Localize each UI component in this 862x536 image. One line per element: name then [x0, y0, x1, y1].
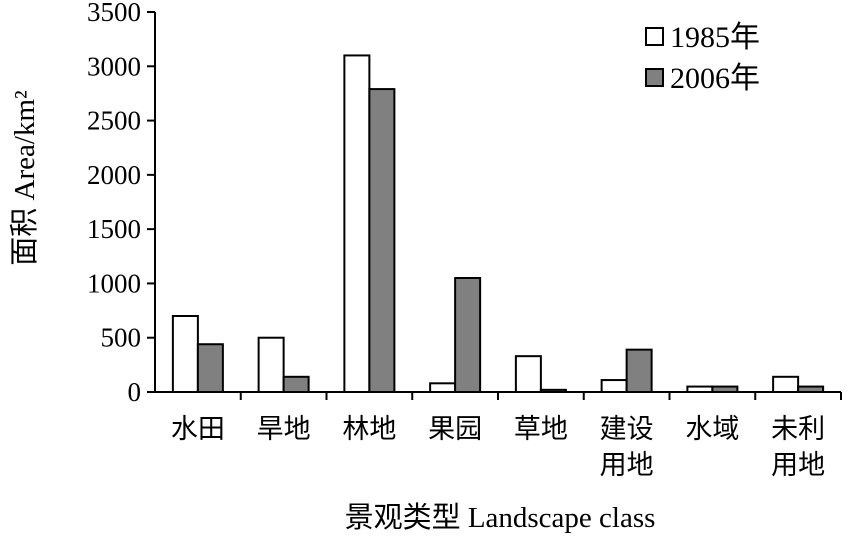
- y-axis: 0 500 1000 1500 2000 2500 3000 3500: [87, 0, 156, 407]
- bar-series1-cat7: [772, 375, 800, 393]
- category-label: 水域: [685, 414, 739, 445]
- category-label: 建设: [600, 414, 654, 445]
- category-label: 未利: [771, 414, 825, 445]
- bar-series2-cat0: [196, 343, 224, 394]
- category-label: 林地: [342, 414, 396, 445]
- y-tick-label: 2000: [87, 160, 141, 190]
- bar-series2-cat1: [282, 375, 310, 393]
- y-tick-label: 1500: [87, 214, 141, 244]
- x-axis: [155, 391, 842, 400]
- category-label: 用地: [600, 450, 654, 481]
- category-label: 草地: [514, 414, 568, 445]
- bar-series2-cat2: [368, 88, 396, 393]
- bar-series1-cat5: [600, 379, 628, 393]
- y-tick-label: 3500: [87, 0, 141, 27]
- bar-series2-cat3: [454, 277, 482, 393]
- legend: 1985年 2006年: [645, 21, 760, 95]
- y-axis-title: 面积 Area/km²: [9, 90, 41, 266]
- bar-series1-cat3: [429, 382, 457, 394]
- legend-label: 2006年: [670, 62, 760, 95]
- legend-label: 1985年: [670, 21, 760, 54]
- x-axis-title: 景观类型 Landscape class: [345, 501, 656, 534]
- bar-series1-cat1: [257, 336, 285, 394]
- y-tick-label: 1000: [87, 268, 141, 298]
- bar-series1-cat4: [514, 355, 542, 393]
- bar-series1-cat0: [171, 315, 199, 393]
- bar-series2-cat4: [539, 388, 567, 394]
- bars: [171, 54, 825, 394]
- bar-series1-cat2: [343, 54, 371, 394]
- bar-series2-cat6: [711, 385, 739, 394]
- bar-series2-cat5: [625, 348, 653, 393]
- legend-swatch: [645, 27, 664, 46]
- y-tick-label: 500: [101, 323, 142, 353]
- bar-series1-cat6: [686, 385, 714, 394]
- category-label: 水田: [171, 414, 225, 445]
- y-tick-label: 2500: [87, 106, 141, 136]
- y-tick-label: 0: [128, 377, 142, 407]
- legend-swatch: [645, 68, 664, 87]
- category-label: 用地: [771, 450, 825, 481]
- bar-series2-cat7: [797, 385, 825, 394]
- y-tick-label: 3000: [87, 51, 141, 81]
- category-label: 果园: [428, 414, 482, 445]
- category-label: 旱地: [257, 414, 311, 445]
